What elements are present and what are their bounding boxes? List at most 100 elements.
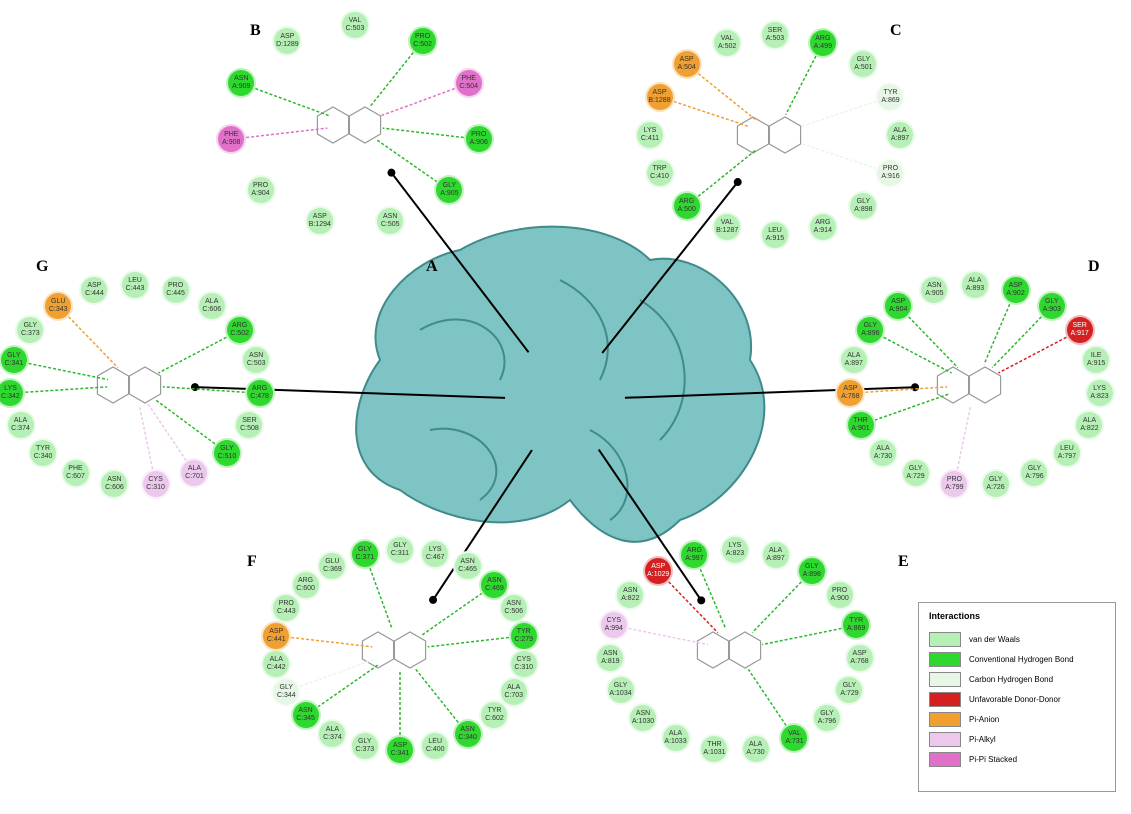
residue: ASP A:904: [883, 291, 914, 322]
interaction-line: [13, 359, 109, 381]
residue: GLY C:510: [211, 437, 242, 468]
legend-item: Pi-Anion: [929, 709, 1115, 729]
residue: PRO C:445: [160, 275, 191, 306]
residue: LEU C:400: [420, 730, 451, 761]
legend-item: Pi-Alkyl: [929, 729, 1115, 749]
residue: GLU C:369: [317, 550, 348, 581]
residue: GLY C:373: [15, 315, 46, 346]
residue: ALA A:822: [1074, 410, 1105, 441]
residue: ASP A:504: [671, 49, 702, 80]
residue: ALA A:893: [960, 270, 990, 300]
interaction-line: [747, 668, 796, 739]
panel-label: B: [250, 22, 261, 39]
residue: GLY C:373: [349, 730, 380, 761]
residue: GLY C:344: [271, 676, 302, 707]
interaction-line: [751, 570, 813, 634]
panel-label: G: [36, 258, 49, 275]
arrow: [624, 386, 916, 399]
residue: GLY A:1034: [605, 675, 636, 706]
residue: SER C:508: [234, 410, 265, 441]
residue: ARG A:914: [807, 212, 838, 243]
legend-item: Conventional Hydrogen Bond: [929, 649, 1115, 669]
residue: LEU A:915: [760, 220, 790, 250]
interaction-line: [286, 658, 375, 693]
residue: PRO A:916: [875, 158, 906, 189]
residue: ALA A:897: [838, 345, 869, 376]
residue: CYS C:310: [508, 649, 539, 680]
legend-swatch: [929, 731, 961, 747]
residue: ALA A:730: [868, 437, 899, 468]
residue: ASN A:905: [919, 275, 950, 306]
arrow-head: [429, 595, 438, 604]
residue: ARG C:600: [290, 569, 321, 600]
interaction-line: [364, 553, 393, 630]
residue: ASN C:340: [452, 719, 483, 750]
arrow: [390, 172, 530, 353]
residue: LEU A:797: [1051, 437, 1082, 468]
arrow: [432, 449, 533, 601]
ligand-ring: [361, 631, 427, 669]
residue: ASP A:1029: [643, 556, 674, 587]
interaction-line: [983, 290, 1017, 365]
interaction-line: [613, 624, 709, 646]
residue: ASN C:606: [99, 468, 130, 499]
legend-swatch: [929, 651, 961, 667]
residue: ASN C:505: [375, 205, 406, 236]
arrows: [190, 168, 920, 605]
residue: LYS A:823: [720, 535, 750, 565]
residue: PRO A:904: [245, 175, 276, 206]
residue: VAL A:731: [779, 722, 810, 753]
protein-helices: [419, 279, 686, 521]
interaction-line: [693, 555, 727, 630]
residue: PRO A:900: [824, 580, 855, 611]
residue: TYR A:869: [875, 81, 906, 112]
residue: CYS A:994: [598, 610, 629, 641]
interaction-line: [57, 305, 119, 369]
legend: Interactions van der Waals Conventional H…: [918, 602, 1116, 792]
residue: ASN C:465: [452, 550, 483, 581]
legend-item: Carbon Hydrogen Bond: [929, 669, 1115, 689]
residue: SER A:917: [1064, 315, 1095, 346]
residue: ALA A:1033: [660, 722, 691, 753]
residue: ASN A:819: [595, 643, 626, 674]
residue: GLY A:501: [848, 49, 879, 80]
residue: LYS A:823: [1084, 378, 1115, 409]
residue: ASP A:902: [1000, 275, 1031, 306]
legend-swatch: [929, 631, 961, 647]
residue: LEU C:443: [120, 270, 150, 300]
residue: GLY A:796: [1019, 457, 1050, 488]
residue: ARG A:499: [807, 27, 838, 58]
residue: ASP D:1289: [272, 25, 303, 56]
residue: PRO C:502: [407, 25, 438, 56]
residue: THR A:1031: [699, 733, 730, 764]
ligand-ring: [96, 366, 162, 404]
legend-label: Carbon Hydrogen Bond: [969, 674, 1054, 684]
ligand-ring: [936, 366, 1002, 404]
residue: ASN A:822: [615, 580, 646, 611]
residue: SER A:503: [760, 20, 790, 50]
residue: ALA C:374: [317, 719, 348, 750]
residue: ALA C:374: [5, 410, 36, 441]
residue: ALA A:897: [885, 120, 915, 150]
interaction-line: [147, 403, 196, 474]
ligand-ring: [696, 631, 762, 669]
legend-swatch: [929, 711, 961, 727]
residue: ALA A:730: [740, 733, 771, 764]
residue: PRO A:799: [939, 468, 970, 499]
legend-item: Pi-Pi Stacked: [929, 749, 1115, 769]
residue: ALA C:703: [498, 676, 529, 707]
interaction-line: [382, 127, 479, 140]
panel-label: E: [898, 553, 909, 570]
residue: ARG C:502: [224, 315, 255, 346]
residue: ALA C:606: [196, 291, 227, 322]
legend-item: van der Waals: [929, 629, 1115, 649]
interaction-line: [231, 127, 328, 140]
residue: ASP A:768: [844, 643, 875, 674]
residue: VAL B:1287: [712, 212, 743, 243]
panel-label: F: [247, 553, 257, 570]
residue: ASP A:768: [835, 378, 866, 409]
legend-swatch: [929, 671, 961, 687]
residue: ARG A:997: [679, 540, 710, 571]
arrow: [601, 181, 739, 354]
